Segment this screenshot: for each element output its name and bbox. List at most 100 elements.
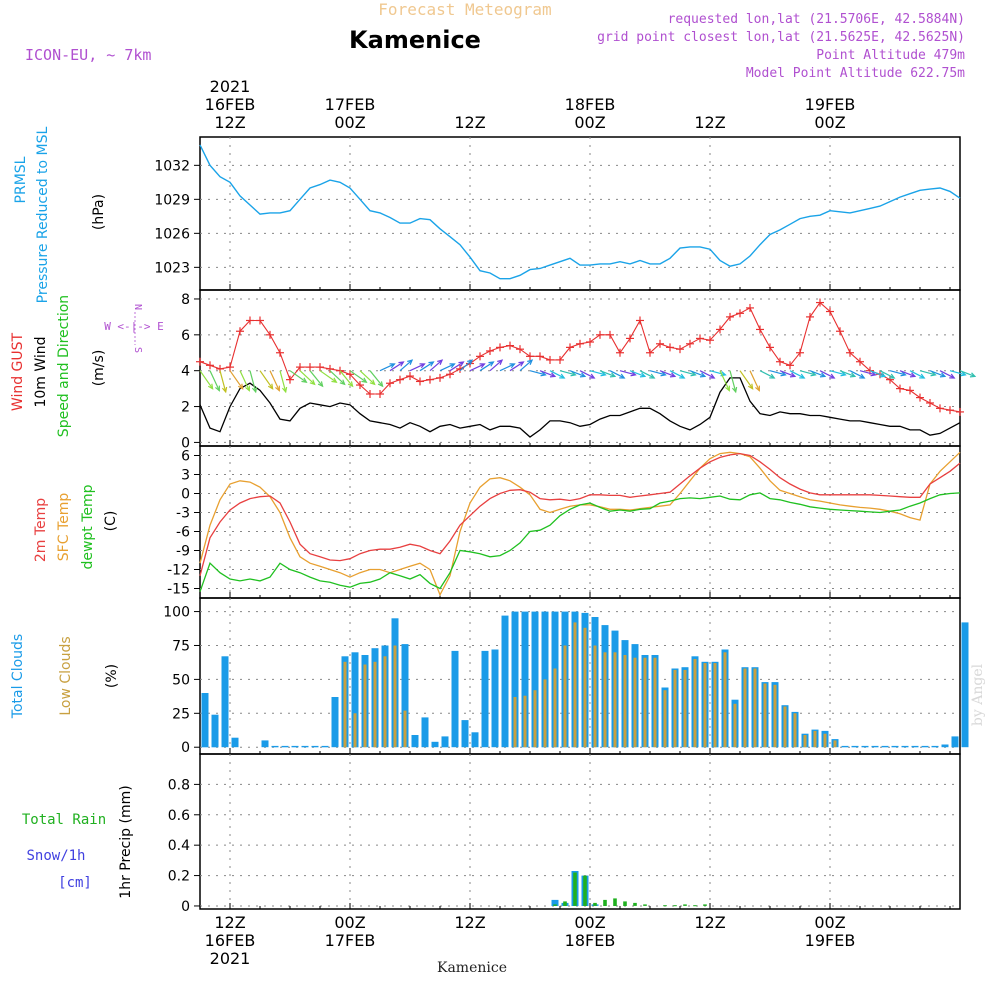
low-cloud-bar <box>693 659 697 748</box>
wind-arrow-shaft <box>449 361 464 372</box>
gust-point-marker <box>916 393 924 402</box>
wind-arrow-head <box>527 359 534 366</box>
wind-arrow-head <box>930 371 937 377</box>
wind-arrow-shaft <box>689 370 706 377</box>
low-cloud-bar <box>733 703 737 748</box>
wind-arrow-shaft <box>549 370 565 379</box>
wind-arrow-shaft <box>339 370 354 387</box>
gust-point-marker <box>516 345 524 354</box>
wind-arrow <box>209 370 220 392</box>
panel-1: 1023 1026 1029 1032 <box>154 136 961 291</box>
chart-subtitle: Forecast Meteogram <box>378 0 551 19</box>
rain-bar <box>573 872 577 906</box>
total-cloud-bar <box>321 745 329 748</box>
wind-arrow-shaft <box>349 370 367 383</box>
gust-point-marker <box>316 363 324 372</box>
wind-arrow-shaft <box>619 370 636 376</box>
gust-point-marker <box>746 303 754 312</box>
wind-arrow-shaft <box>589 370 606 376</box>
wind-arrow <box>629 370 647 378</box>
wind-arrow-shaft <box>699 370 715 379</box>
plot-layer: 102310261029103202468-15-12-9-6-30360255… <box>154 77 977 968</box>
rain-bar <box>563 901 567 906</box>
wind-arrow-shaft <box>229 370 244 390</box>
wind-arrow-head <box>215 385 220 392</box>
wind-arrow-head <box>900 371 907 377</box>
gust-point-marker <box>266 330 274 339</box>
gust-point-marker <box>226 363 234 372</box>
wind-arrow-shaft <box>559 370 576 376</box>
rain-label: Total Rain <box>22 812 106 828</box>
low-cloud-bar <box>643 657 647 748</box>
gust-point-marker <box>826 307 834 316</box>
wind-arrow-shaft <box>649 370 666 376</box>
panel-frame <box>199 597 961 755</box>
wind-arrow <box>219 370 228 394</box>
wind-arrow-shaft <box>829 370 846 376</box>
total-cloud-bar <box>851 745 859 748</box>
wind-arrow <box>649 370 667 377</box>
wind-arrow <box>589 370 607 377</box>
wind-arrow <box>199 370 214 390</box>
y-tick-label: 0.4 <box>168 838 190 854</box>
total-cloud-bar <box>521 611 529 748</box>
total-cloud-bar <box>211 714 219 748</box>
wind-arrow-head <box>690 371 697 377</box>
wind-arrow-head <box>570 371 577 377</box>
y-tick-label: 0.6 <box>168 808 190 824</box>
total-cloud-bar <box>531 611 539 748</box>
wind-arrow <box>429 359 444 372</box>
pressure-label-2: Pressure Reduced to MSL <box>35 126 51 303</box>
wind-arrow-head <box>699 372 707 378</box>
gust-point-marker <box>846 348 854 357</box>
wind-arrow-shaft <box>499 363 515 372</box>
wind-arrow <box>919 370 937 377</box>
y-tick-label: 1032 <box>154 158 190 174</box>
wind-arrow-head <box>488 361 495 367</box>
low-cloud-bar <box>653 657 657 748</box>
time-label-bottom: 18FEB <box>565 931 616 950</box>
wind-arrow-shaft <box>409 363 425 372</box>
time-label-bottom: 17FEB <box>325 931 376 950</box>
low-cloud-bar <box>783 706 787 748</box>
wind-arrow-shaft <box>309 370 324 387</box>
gust-point-marker <box>506 341 514 350</box>
y-tick-label: 0.2 <box>168 869 190 885</box>
time-label-top: 16FEB <box>205 95 256 114</box>
y-tick-label: 50 <box>172 672 190 688</box>
total-cloud-bar <box>491 649 499 748</box>
gust-point-marker <box>646 348 654 357</box>
wind-arrow <box>329 370 346 386</box>
total-cloud-bar <box>511 611 519 748</box>
total-cloud-bar <box>201 693 209 748</box>
total-cloud-bar <box>311 745 319 748</box>
wind-arrow <box>229 370 244 390</box>
low-cloud-bar <box>533 690 537 748</box>
low-cloud-bar <box>633 657 637 748</box>
gust-point-marker <box>806 312 814 321</box>
y-tick-label: 4 <box>181 364 190 380</box>
wind-arrow <box>659 370 677 378</box>
gust-point-marker <box>236 327 244 336</box>
wind-arrow-head <box>799 373 806 379</box>
gust-point-marker <box>546 355 554 364</box>
gust-point-marker <box>206 361 214 370</box>
wind-arrow-head <box>747 383 754 390</box>
y-tick-label: 8 <box>181 292 190 308</box>
wind-arrow <box>839 370 857 378</box>
wind-arrow <box>769 370 787 377</box>
wind-arrow-head <box>458 361 465 367</box>
wind-arrow-shaft <box>529 370 546 376</box>
time-label-bottom: 2021 <box>210 949 251 968</box>
rain-bar <box>613 898 617 906</box>
wind-arrow-shaft <box>729 370 737 393</box>
wind-panel-labels: Wind GUST 10m Wind Speed and Direction (… <box>10 295 164 437</box>
y-tick-label: 1029 <box>154 192 190 208</box>
point-altitude-text: Point Altitude 479m <box>816 48 965 63</box>
wind-arrow-head <box>829 373 836 379</box>
wind-arrow-head <box>377 381 384 388</box>
wind-arrow-shaft <box>389 361 404 372</box>
low-cloud-bar <box>663 690 667 748</box>
wind-arrow-shaft <box>369 370 384 387</box>
